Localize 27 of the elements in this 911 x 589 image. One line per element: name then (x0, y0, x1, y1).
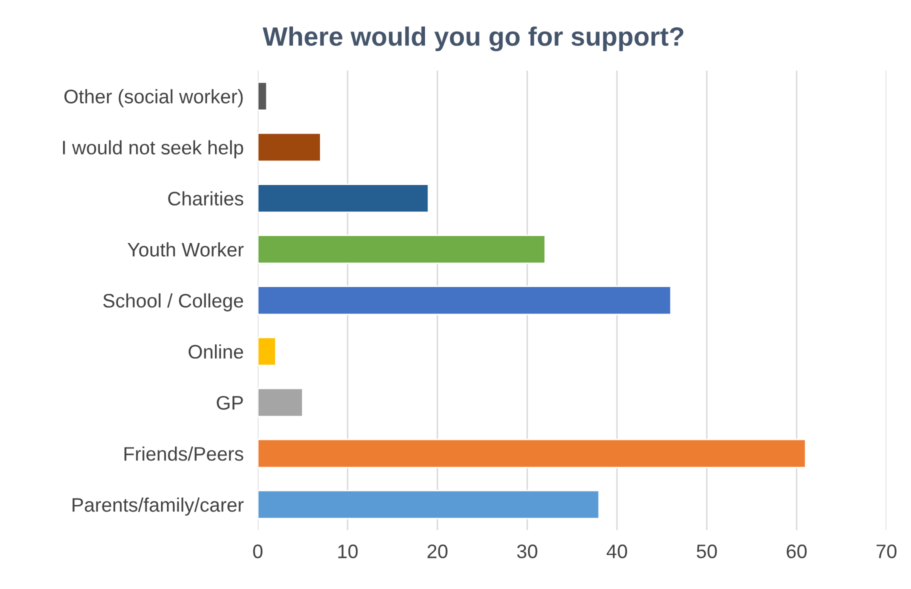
x-tick-label: 0 (253, 544, 262, 558)
bar (258, 132, 322, 162)
y-tick-label: Friends/Peers (124, 446, 244, 461)
y-tick-label: Online (188, 344, 244, 359)
y-tick-label: Charities (168, 191, 244, 206)
bar (258, 438, 806, 468)
y-tick-label: Parents/family/carer (72, 498, 244, 516)
y-tick-label: Youth Worker (128, 242, 244, 257)
bar (258, 490, 600, 520)
bar (258, 81, 268, 111)
y-tick-label: GP (216, 396, 243, 410)
x-tick-label: 40 (606, 544, 628, 558)
x-tick-label: 10 (338, 544, 358, 558)
bar (258, 388, 304, 418)
y-tick-label: School / College (103, 293, 244, 312)
x-tick-label: 30 (517, 544, 538, 558)
y-tick-label: I would not seek help (63, 140, 244, 158)
bar (258, 234, 546, 264)
bar (258, 336, 276, 366)
x-tick-label: 50 (696, 544, 717, 558)
y-tick-label: Other (social worker) (64, 89, 243, 108)
bar (258, 184, 430, 214)
bar (258, 286, 672, 316)
x-tick-label: 20 (428, 544, 448, 558)
chart-title: Where would you go for support? (262, 26, 684, 52)
x-tick-label: 70 (876, 544, 896, 558)
x-tick-label: 60 (786, 544, 807, 558)
